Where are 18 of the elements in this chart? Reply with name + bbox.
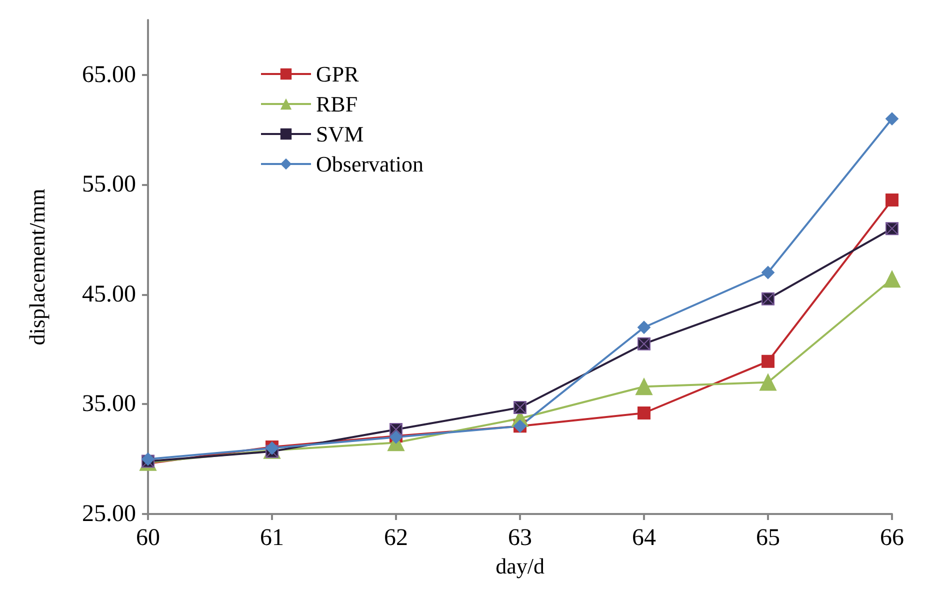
x-tick-label: 64 — [632, 525, 656, 551]
x-tick-label: 62 — [384, 525, 408, 551]
legend-label: RBF — [316, 92, 358, 116]
y-tick-label: 55.00 — [82, 172, 136, 198]
y-tick-label: 65.00 — [82, 62, 136, 88]
legend-label: Observation — [316, 152, 424, 176]
y-axis-title: displacement/mm — [24, 188, 50, 346]
x-tick-label: 66 — [880, 525, 904, 551]
x-axis-title: day/d — [496, 553, 544, 578]
x-tick-label: 65 — [756, 525, 780, 551]
x-tick-label: 60 — [136, 525, 160, 551]
y-tick-label: 25.00 — [82, 501, 136, 527]
legend-label: GPR — [316, 62, 360, 86]
y-tick-label: 45.00 — [82, 281, 136, 308]
x-tick-label: 63 — [508, 525, 532, 551]
y-tick-label: 35.00 — [82, 391, 136, 418]
x-tick-label: 61 — [260, 525, 284, 551]
legend-label: SVM — [316, 122, 364, 146]
